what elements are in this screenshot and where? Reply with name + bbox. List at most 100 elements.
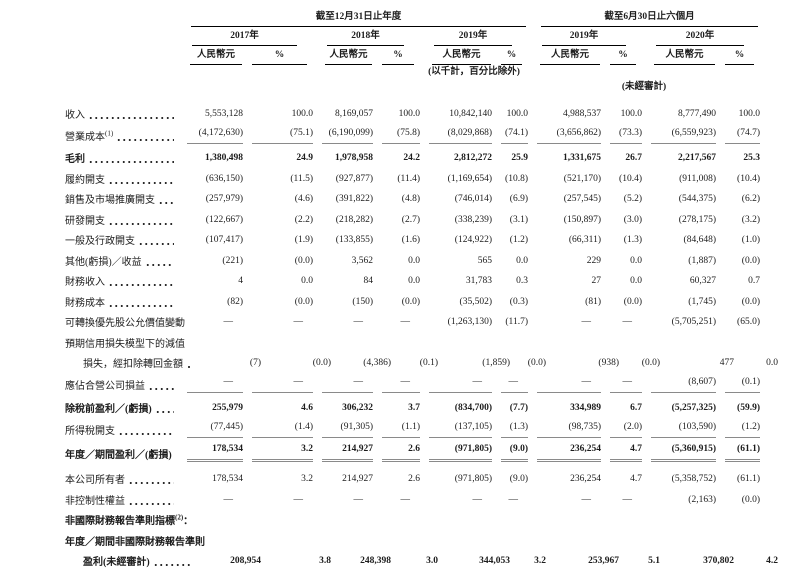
cell-value: (10.4) (619, 173, 642, 184)
header-subcolumns: 人民幣元% 人民幣元% 人民幣元% 人民幣元% 人民幣元% (65, 50, 760, 65)
table-cell: — (373, 494, 420, 508)
table-cell: 8,169,057 (313, 108, 373, 122)
cell-value: (0.0) (294, 255, 313, 266)
cell-value: 3.8 (319, 556, 331, 566)
table-row: 一般及行政開支 (107,417) (1.9) (133,855) (1.6) (124,… (65, 228, 760, 249)
row-label-wrap: 其他(虧損)／收益 (65, 256, 178, 269)
table-cell: 27 (528, 275, 602, 289)
nil-dash: — (581, 494, 592, 505)
table-row: 銷售及市場推廣開支 (257,979) (4.6) (391,822) (4.8) (74… (65, 187, 760, 208)
table-cell: 0.3 (492, 275, 528, 289)
table-cell: (338,239) (420, 214, 492, 228)
cell-value: (3.0) (623, 214, 642, 225)
table-cell: (0.0) (510, 357, 546, 371)
cell-value: 178,534 (187, 443, 243, 462)
cell-value: 1,331,675 (563, 153, 601, 163)
row-label-wrap: 除稅前盈利／(虧損) (65, 403, 178, 416)
cell-value: 1,978,958 (335, 153, 373, 163)
row-label: 損失，經扣除轉回金額 (83, 359, 183, 370)
cell-value: (10.8) (505, 173, 528, 184)
nil-dash: — (472, 494, 483, 505)
cell-value: (11.5) (290, 173, 313, 184)
row-label-wrap: 非控制性權益 (65, 495, 178, 508)
dot-leader (158, 201, 174, 205)
cell-value: (4.8) (401, 194, 420, 204)
cell-value: 2,812,272 (454, 153, 492, 163)
cell-value: (122,667) (205, 214, 243, 225)
table-cell: (98,735) (528, 421, 601, 438)
table-cell: (4.8) (373, 193, 420, 207)
table-cell: 1,978,958 (313, 152, 373, 166)
table-row: 可轉換優先股公允價值變動 — — — — (1,263,130) (11.7) — — (5,70… (65, 310, 760, 331)
cell-value: (2.7) (401, 214, 420, 225)
cell-value: (124,922) (454, 235, 492, 245)
table-cell: (0.0) (716, 494, 760, 508)
table-cell: (150,897) (528, 214, 601, 228)
table-body: 收入 5,553,128 100.0 8,169,057 100.0 10,842,140… (65, 101, 778, 569)
cell-value: (150) (352, 296, 373, 307)
cell-value: 306,232 (342, 402, 373, 413)
column-header-percent: % (716, 50, 760, 65)
cell-value: (6,559,923) (651, 127, 716, 144)
cell-value: (927,877) (335, 173, 373, 184)
footnote-ref: (1) (105, 129, 114, 138)
table-cell: (0.0) (243, 255, 313, 269)
cell-value: (84,648) (683, 235, 716, 245)
cell-value: (10.4) (737, 173, 760, 184)
row-label: 盈利(未經審計) (83, 557, 150, 568)
table-cell: (10.8) (492, 173, 528, 187)
cell-value: 255,979 (212, 402, 243, 413)
table-cell: 100.0 (601, 108, 642, 122)
table-cell: 1,380,498 (178, 152, 243, 166)
table-cell: (7.7) (492, 402, 528, 416)
nil-dash: — (382, 376, 420, 393)
table-cell: (1,745) (642, 296, 716, 310)
table-cell: (278,175) (642, 214, 716, 228)
nil-dash: — (353, 317, 364, 327)
header-spacer (65, 12, 178, 27)
table-cell: 477 (660, 357, 734, 371)
table-cell: (3.0) (601, 214, 642, 228)
table-cell: — (373, 316, 420, 330)
table-cell: (124,922) (420, 234, 492, 248)
table-cell: 178,534 (178, 443, 243, 462)
nil-dash: — (400, 317, 411, 327)
table-row: 非控制性權益 — — — — — — — — (2,163) (0.0) (65, 487, 760, 508)
table-cell: (391,822) (313, 193, 373, 207)
table-row: 損失，經扣除轉回金額 (7) (0.0) (4,386) (0.1) (1,859) (0.… (65, 351, 778, 372)
table-cell: 24.9 (243, 152, 313, 166)
dot-leader (118, 431, 174, 436)
cell-value: (9.0) (509, 474, 528, 484)
cell-value: 236,254 (570, 474, 601, 484)
cell-value: (5,257,325) (671, 402, 716, 413)
table-cell: — (528, 494, 601, 508)
table-cell: (1,169,654) (420, 173, 492, 187)
cell-value: (6.2) (741, 194, 760, 204)
table-cell: (938) (546, 357, 619, 371)
table-cell: — (243, 376, 313, 393)
cell-value: 334,989 (570, 402, 601, 413)
nil-dash: — (293, 494, 304, 505)
cell-value: (77,445) (187, 421, 243, 438)
cell-value: 0.0 (630, 255, 642, 266)
nil-dash: — (322, 376, 373, 393)
cell-value: (1.3) (501, 421, 528, 438)
table-cell: (0.0) (243, 296, 313, 310)
table-cell: 334,989 (528, 402, 601, 416)
row-label: 財務成本 (65, 297, 105, 309)
cell-value: 565 (477, 255, 492, 266)
cell-value: (61.1) (725, 443, 760, 462)
header-period-groups: 截至12月31日止年度 截至6月30日止六個月 (65, 12, 760, 27)
table-cell: 26.7 (601, 152, 642, 166)
table-cell: (6.9) (492, 193, 528, 207)
dot-leader (148, 387, 174, 391)
cell-value: (66,311) (568, 235, 601, 245)
column-header-currency: 人民幣元 (420, 50, 492, 65)
row-label-wrap: 非國際財務報告準則指標(2)： (65, 514, 760, 528)
table-cell: 24.2 (373, 152, 420, 166)
row-label-wrap: 履約開支 (65, 174, 178, 187)
cell-value: (3.1) (509, 214, 528, 225)
cell-value: (35,502) (459, 296, 492, 307)
cell-value: 236,254 (537, 443, 601, 462)
table-cell: (73.3) (601, 127, 642, 144)
